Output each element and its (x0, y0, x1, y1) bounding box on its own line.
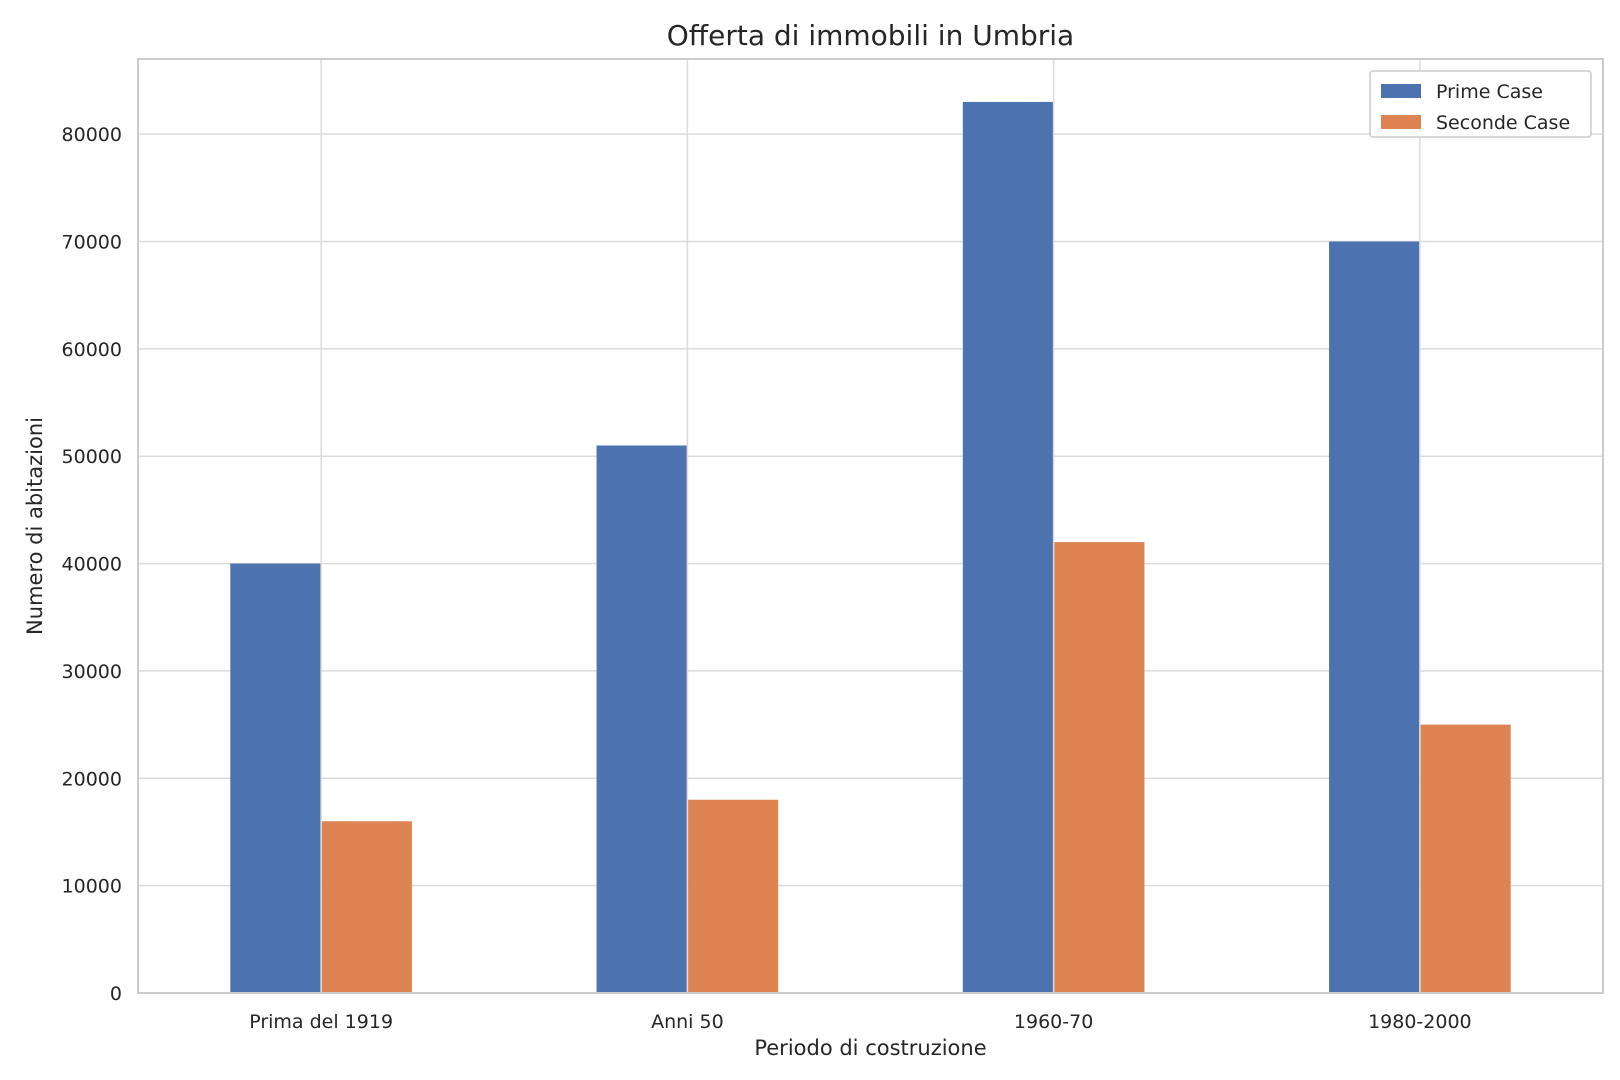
bar-seconde-case (1420, 724, 1511, 993)
x-axis-ticks: Prima del 1919 Anni 50 1960-70 1980-2000 (249, 1011, 1471, 1033)
y-tick-label: 80000 (62, 124, 122, 146)
grid (138, 59, 1603, 993)
y-axis-ticks: 0 10000 20000 30000 40000 50000 60000 70000 8000… (62, 124, 122, 1005)
y-tick-label: 0 (110, 983, 122, 1005)
bar-prime-case (962, 101, 1053, 994)
bar-seconde-case (1054, 542, 1145, 993)
legend-swatch (1381, 84, 1421, 98)
bar-prime-case (1329, 241, 1420, 994)
legend-box (1369, 70, 1592, 138)
x-tick-label: Prima del 1919 (249, 1011, 393, 1033)
x-axis-label: Periodo di costruzione (754, 1036, 986, 1060)
y-tick-label: 70000 (62, 232, 122, 254)
legend-swatch (1381, 115, 1421, 129)
bar-prime-case (596, 445, 687, 993)
y-tick-label: 30000 (62, 661, 122, 683)
plot-frame (137, 58, 1604, 994)
y-tick-label: 50000 (62, 446, 122, 468)
chart-title: Offerta di immobili in Umbria (667, 19, 1074, 52)
legend-label: Prime Case (1436, 81, 1543, 103)
y-tick-label: 40000 (62, 554, 122, 576)
x-tick-label: 1980-2000 (1368, 1011, 1472, 1033)
bars (230, 101, 1511, 994)
x-tick-label: 1960-70 (1014, 1011, 1093, 1033)
y-tick-label: 60000 (62, 339, 122, 361)
y-tick-label: 10000 (62, 876, 122, 898)
legend-label: Seconde Case (1436, 112, 1570, 134)
y-axis-label: Numero di abitazioni (23, 417, 47, 635)
bar-seconde-case (321, 821, 412, 993)
bar-prime-case (230, 563, 321, 993)
legend: Prime Case Seconde Case (1369, 70, 1592, 138)
bar-seconde-case (688, 799, 779, 993)
x-tick-label: Anni 50 (651, 1011, 724, 1033)
y-tick-label: 20000 (62, 768, 122, 790)
